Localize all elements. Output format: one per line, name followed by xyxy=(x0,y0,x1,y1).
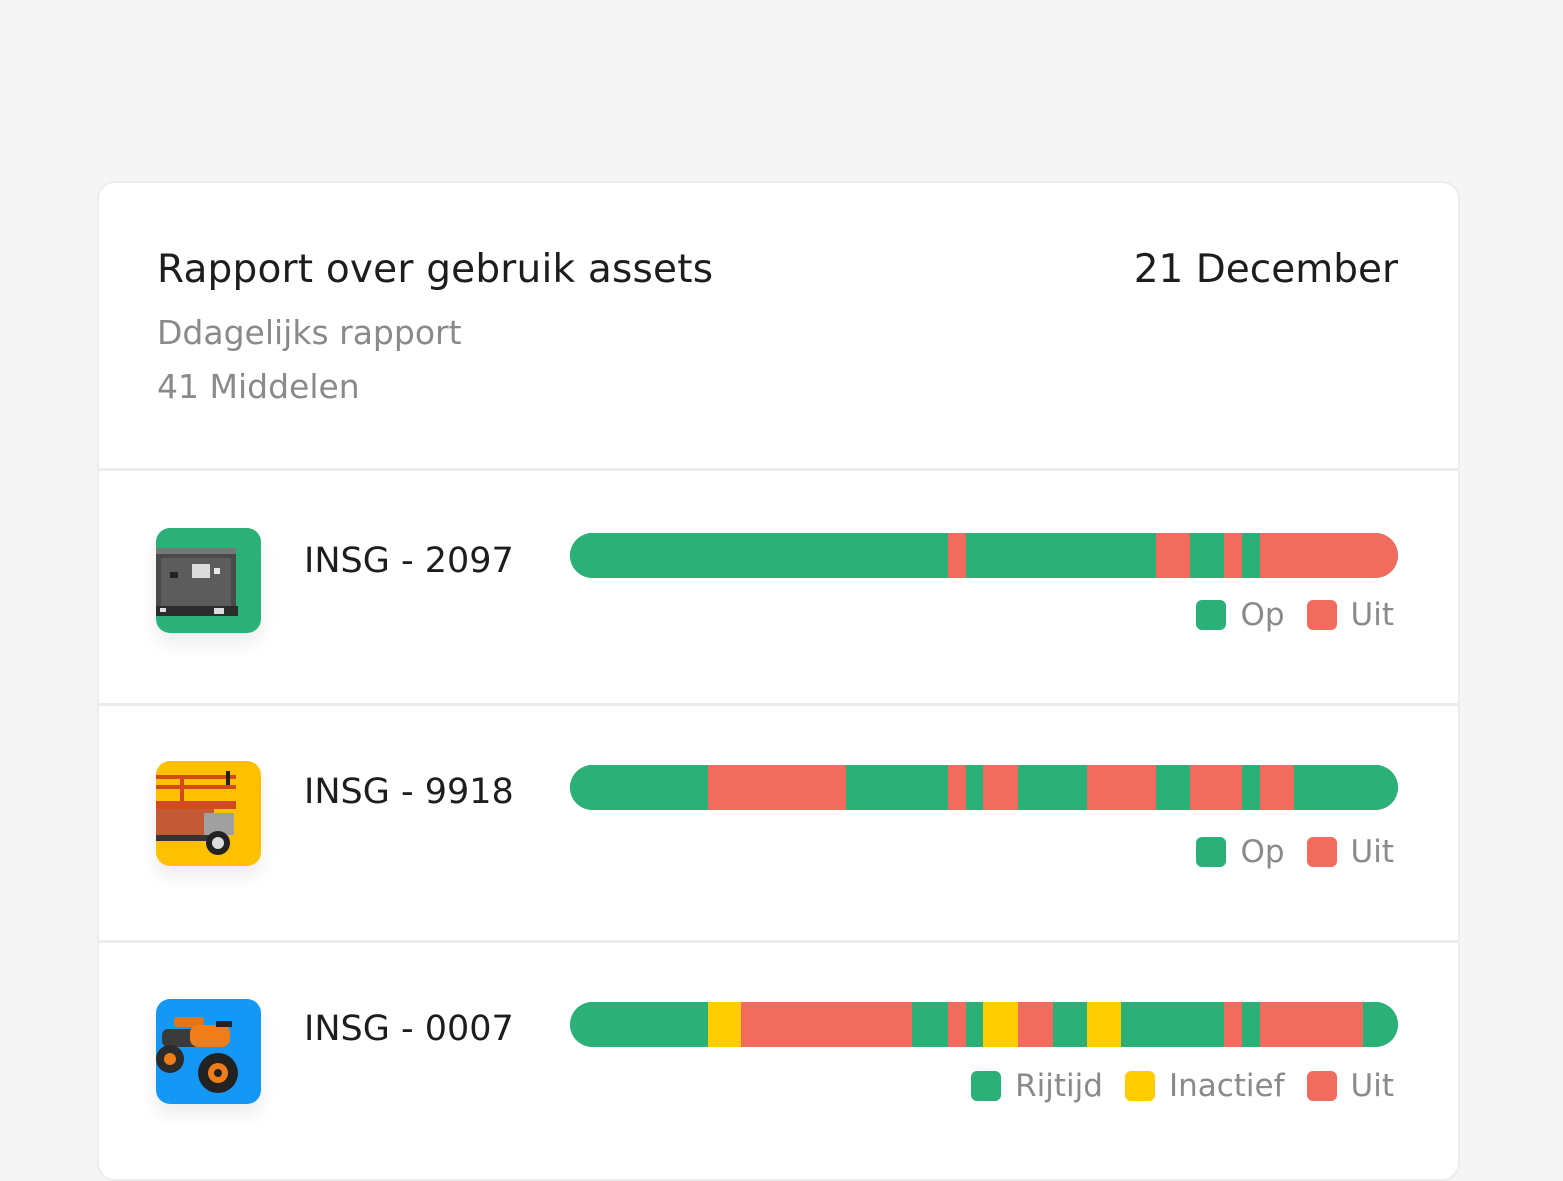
timeline-segment-off xyxy=(948,533,966,578)
report-subtitle: Ddagelijks rapport xyxy=(157,313,462,352)
timeline-segment-on xyxy=(965,1002,984,1047)
legend-label: Uit xyxy=(1350,1068,1394,1104)
timeline-segment-off xyxy=(983,765,1018,810)
asset-name: INSG - 2097 xyxy=(304,541,514,581)
timeline-segment-off xyxy=(1086,765,1157,810)
usage-timeline-bar xyxy=(570,533,1398,578)
timeline-segment-on xyxy=(911,1002,949,1047)
timeline-segment-on xyxy=(1052,1002,1087,1047)
divider xyxy=(99,468,1458,471)
on-swatch xyxy=(1196,837,1227,867)
timeline-segment-off xyxy=(740,1002,912,1047)
timeline-segment-off xyxy=(1259,533,1398,578)
legend-item-inactief: Inactief xyxy=(1124,1068,1285,1104)
timeline-segment-on xyxy=(1242,1002,1260,1047)
off-swatch xyxy=(1306,600,1337,630)
timeline-segment-on xyxy=(1293,765,1398,810)
asset-count: 41 Middelen xyxy=(157,367,360,406)
timeline-segment-on xyxy=(1156,765,1191,810)
timeline-segment-off xyxy=(1259,1002,1364,1047)
report-title: Rapport over gebruik assets xyxy=(157,247,714,292)
asset-row-insg-9918[interactable]: INSG - 9918 Op Uit xyxy=(99,706,1458,939)
divider xyxy=(99,940,1458,943)
asset-name: INSG - 9918 xyxy=(304,772,514,812)
usage-legend: Rijtijd Inactief Uit xyxy=(971,1066,1394,1106)
timeline-segment-on xyxy=(1363,1002,1398,1047)
legend-label: Rijtijd xyxy=(1015,1068,1103,1104)
legend-item-uit: Uit xyxy=(1306,834,1394,870)
timeline-segment-off xyxy=(1224,533,1243,578)
timeline-segment-off xyxy=(1017,1002,1053,1047)
idle-swatch xyxy=(1124,1071,1155,1101)
timeline-segment-off xyxy=(1224,1002,1243,1047)
timeline-segment-on xyxy=(1190,533,1225,578)
timeline-segment-on xyxy=(1242,533,1260,578)
on-swatch xyxy=(1196,600,1227,630)
legend-item-rijtijd: Rijtijd xyxy=(971,1068,1103,1104)
legend-item-uit: Uit xyxy=(1306,597,1394,633)
timeline-segment-idle xyxy=(983,1002,1018,1047)
usage-timeline-bar xyxy=(570,1002,1398,1047)
legend-label: Uit xyxy=(1350,834,1394,870)
timeline-segment-off xyxy=(708,765,846,810)
usage-legend: Op Uit xyxy=(1196,832,1394,872)
timeline-segment-on xyxy=(1242,765,1260,810)
legend-item-op: Op xyxy=(1196,597,1285,633)
off-swatch xyxy=(1306,1071,1337,1101)
legend-label: Op xyxy=(1240,597,1285,633)
divider xyxy=(99,703,1458,706)
timeline-segment-off xyxy=(948,1002,966,1047)
usage-timeline-bar xyxy=(570,765,1398,810)
off-swatch xyxy=(1306,837,1337,867)
timeline-segment-on xyxy=(845,765,949,810)
legend-label: Op xyxy=(1240,834,1285,870)
timeline-segment-on xyxy=(965,765,984,810)
report-header: Rapport over gebruik assets 21 December … xyxy=(99,183,1458,470)
legend-label: Inactief xyxy=(1168,1068,1285,1104)
legend-item-uit: Uit xyxy=(1306,1068,1394,1104)
generator-icon xyxy=(156,528,261,633)
asset-row-insg-2097[interactable]: INSG - 2097 Op Uit xyxy=(99,471,1458,704)
timeline-segment-on xyxy=(1017,765,1087,810)
timeline-segment-on xyxy=(570,765,709,810)
timeline-segment-off xyxy=(1156,533,1191,578)
usage-legend: Op Uit xyxy=(1196,595,1394,635)
scissor-lift-icon xyxy=(156,761,261,866)
timeline-segment-off xyxy=(1190,765,1243,810)
legend-item-op: Op xyxy=(1196,834,1285,870)
timeline-segment-idle xyxy=(1086,1002,1122,1047)
asset-name: INSG - 0007 xyxy=(304,1009,514,1049)
timeline-segment-off xyxy=(1259,765,1294,810)
quad-bike-icon xyxy=(156,999,261,1104)
timeline-segment-off xyxy=(948,765,966,810)
timeline-segment-on xyxy=(1121,1002,1225,1047)
timeline-segment-on xyxy=(570,533,949,578)
timeline-segment-idle xyxy=(708,1002,741,1047)
timeline-segment-on xyxy=(570,1002,709,1047)
report-date: 21 December xyxy=(1133,247,1398,292)
usage-report-card: Rapport over gebruik assets 21 December … xyxy=(97,181,1460,1181)
timeline-segment-on xyxy=(965,533,1157,578)
driving-swatch xyxy=(971,1071,1002,1101)
asset-row-insg-0007[interactable]: INSG - 0007 Rijtijd Inactief Uit xyxy=(99,943,1458,1176)
legend-label: Uit xyxy=(1350,597,1394,633)
